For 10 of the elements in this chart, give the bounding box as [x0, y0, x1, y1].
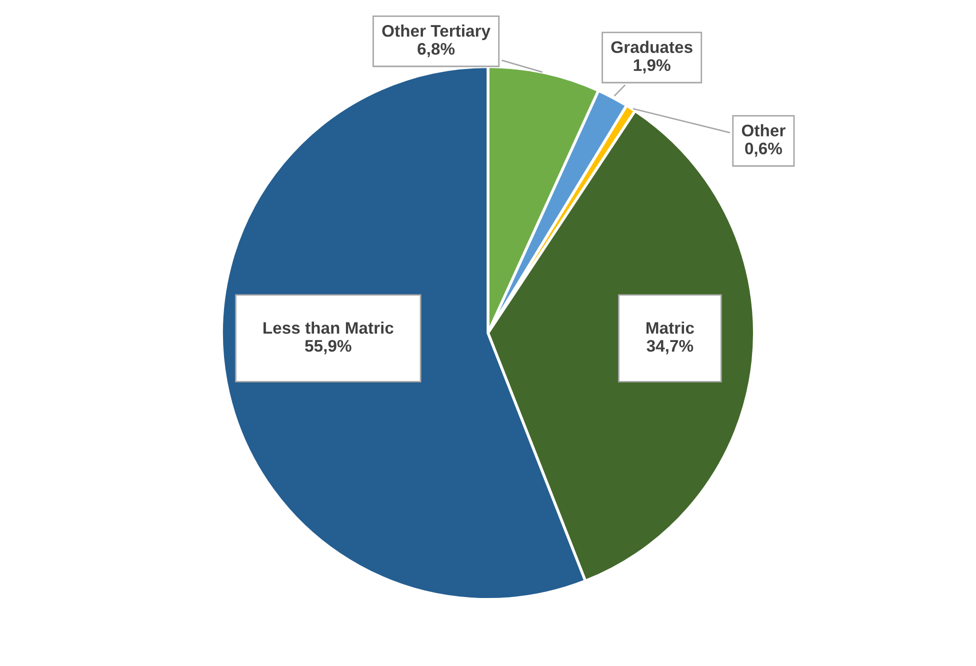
data-label: 0,6%: [745, 142, 782, 157]
slice-label: Less than Matric: [264, 322, 394, 334]
slice-label: Graduates: [611, 40, 692, 54]
slice-label: Other Tertiary: [382, 24, 490, 40]
data-label: 55,9%: [305, 340, 352, 354]
data-label: 6,8%: [418, 42, 455, 58]
data-label: 1,9%: [634, 59, 670, 74]
slice-label: Matric: [646, 322, 694, 334]
slice-label: Other: [742, 124, 786, 136]
data-label: 34,7%: [646, 340, 694, 354]
